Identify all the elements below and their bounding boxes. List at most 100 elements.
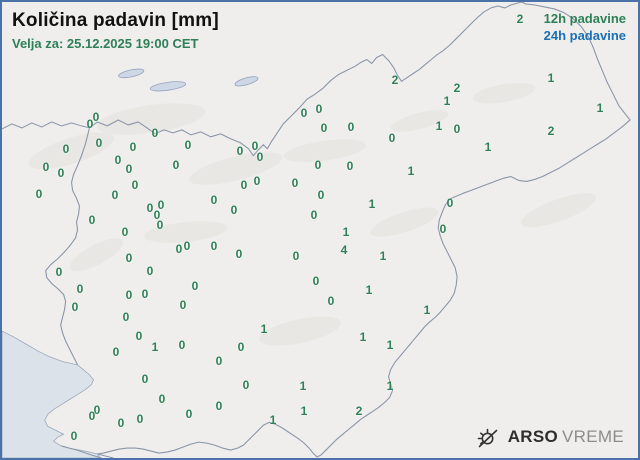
legend-12h-label[interactable]: 12h padavine bbox=[543, 11, 626, 26]
valid-time-label: Velja za: 25.12.2025 19:00 CET bbox=[12, 36, 199, 51]
neighbor-border-line bbox=[61, 445, 114, 458]
sun-slash-weather-icon bbox=[475, 425, 499, 449]
station-value: 0 bbox=[131, 178, 139, 192]
station-value: 2 bbox=[516, 12, 524, 26]
station-value: 0 bbox=[121, 225, 129, 239]
station-value: 0 bbox=[237, 340, 245, 354]
station-value: 0 bbox=[317, 188, 325, 202]
station-value: 1 bbox=[435, 119, 443, 133]
station-value: 1 bbox=[379, 249, 387, 263]
brand-text: ARSO VREME bbox=[508, 427, 624, 447]
station-value: 0 bbox=[42, 160, 50, 174]
map-header: Količina padavin [mm] Velja za: 25.12.20… bbox=[12, 10, 219, 51]
station-value: 0 bbox=[95, 136, 103, 150]
legend-24h-label[interactable]: 24h padavine bbox=[543, 28, 626, 43]
station-value: 0 bbox=[312, 274, 320, 288]
station-value: 0 bbox=[92, 110, 100, 124]
station-value: 1 bbox=[260, 322, 268, 336]
station-value: 0 bbox=[57, 166, 65, 180]
page-title: Količina padavin [mm] bbox=[12, 10, 219, 31]
station-value: 1 bbox=[443, 94, 451, 108]
station-value: 0 bbox=[129, 140, 137, 154]
station-value: 1 bbox=[484, 140, 492, 154]
lake bbox=[118, 68, 259, 92]
station-value: 0 bbox=[235, 247, 243, 261]
station-value: 2 bbox=[355, 404, 363, 418]
station-value: 0 bbox=[191, 279, 199, 293]
station-value: 1 bbox=[300, 404, 308, 418]
station-value: 1 bbox=[299, 379, 307, 393]
station-value: 0 bbox=[236, 144, 244, 158]
station-value: 0 bbox=[153, 208, 161, 222]
station-value: 0 bbox=[251, 139, 259, 153]
station-value: 0 bbox=[157, 198, 165, 212]
station-value: 0 bbox=[310, 208, 318, 222]
adriatic-sea bbox=[2, 330, 101, 458]
station-value: 0 bbox=[346, 159, 354, 173]
station-value: 1 bbox=[596, 101, 604, 115]
station-value: 1 bbox=[547, 71, 555, 85]
station-value: 0 bbox=[183, 239, 191, 253]
station-value: 0 bbox=[76, 282, 84, 296]
station-value: 0 bbox=[125, 162, 133, 176]
terrain-shading bbox=[28, 82, 597, 346]
station-value: 1 bbox=[269, 413, 277, 427]
station-value: 2 bbox=[547, 124, 555, 138]
station-value: 0 bbox=[320, 121, 328, 135]
station-value: 0 bbox=[230, 203, 238, 217]
station-value: 0 bbox=[114, 153, 122, 167]
station-value: 0 bbox=[70, 429, 78, 443]
station-value: 0 bbox=[439, 222, 447, 236]
station-value: 1 bbox=[151, 340, 159, 354]
station-value: 0 bbox=[315, 102, 323, 116]
station-value: 0 bbox=[62, 142, 70, 156]
station-value: 0 bbox=[291, 176, 299, 190]
station-value: 0 bbox=[347, 120, 355, 134]
station-value: 0 bbox=[242, 378, 250, 392]
station-value: 0 bbox=[35, 187, 43, 201]
station-value: 0 bbox=[151, 126, 159, 140]
station-value: 0 bbox=[453, 122, 461, 136]
station-value: 0 bbox=[300, 106, 308, 120]
arso-vreme-logo: ARSO VREME bbox=[475, 425, 624, 449]
station-value: 0 bbox=[314, 158, 322, 172]
station-value: 0 bbox=[146, 201, 154, 215]
station-value: 0 bbox=[253, 174, 261, 188]
station-value: 0 bbox=[117, 416, 125, 430]
station-value: 0 bbox=[136, 412, 144, 426]
station-value: 1 bbox=[386, 338, 394, 352]
station-value: 0 bbox=[141, 372, 149, 386]
station-value: 0 bbox=[178, 338, 186, 352]
station-value: 0 bbox=[256, 150, 264, 164]
station-value: 1 bbox=[365, 283, 373, 297]
station-value: 1 bbox=[368, 197, 376, 211]
station-value: 0 bbox=[215, 399, 223, 413]
station-value: 0 bbox=[156, 218, 164, 232]
station-value: 2 bbox=[453, 81, 461, 95]
station-value: 0 bbox=[158, 392, 166, 406]
station-value: 2 bbox=[391, 73, 399, 87]
station-value: 0 bbox=[179, 298, 187, 312]
slovenia-border bbox=[45, 2, 631, 458]
station-value: 0 bbox=[122, 310, 130, 324]
station-value: 0 bbox=[55, 265, 63, 279]
brand-org: ARSO bbox=[507, 427, 559, 446]
station-value: 0 bbox=[172, 158, 180, 172]
station-value: 0 bbox=[292, 249, 300, 263]
station-value: 0 bbox=[93, 403, 101, 417]
station-value: 0 bbox=[112, 345, 120, 359]
station-value: 0 bbox=[86, 117, 94, 131]
station-value: 0 bbox=[125, 288, 133, 302]
station-value: 1 bbox=[407, 164, 415, 178]
station-value: 0 bbox=[240, 178, 248, 192]
station-value: 1 bbox=[342, 225, 350, 239]
station-value: 0 bbox=[210, 239, 218, 253]
precipitation-legend: 12h padavine 24h padavine bbox=[544, 11, 626, 43]
station-value: 0 bbox=[184, 138, 192, 152]
station-value: 0 bbox=[88, 213, 96, 227]
station-value: 0 bbox=[327, 294, 335, 308]
station-value: 0 bbox=[210, 193, 218, 207]
station-value: 1 bbox=[423, 303, 431, 317]
